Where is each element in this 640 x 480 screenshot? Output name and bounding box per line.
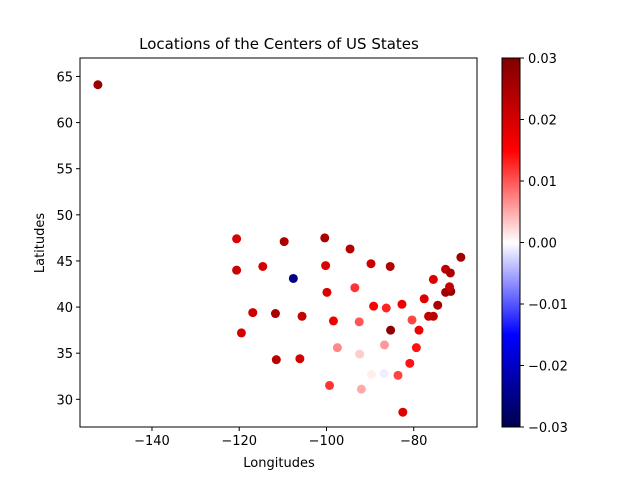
x-tick-label: −80: [400, 434, 427, 449]
data-point: [379, 368, 389, 378]
data-point: [270, 309, 280, 319]
data-point: [328, 316, 338, 326]
data-point: [297, 311, 307, 321]
colorbar-ticks: 0.03 0.02 0.01 0.00 −0.01 −0.02 −0.03: [520, 52, 568, 436]
colorbar-tick-label: 0.01: [528, 175, 557, 190]
y-tick-label: 45: [56, 255, 73, 270]
y-tick-label: 50: [56, 209, 73, 224]
x-tick-label: −100: [309, 434, 345, 449]
colorbar-tick-label: 0.00: [528, 237, 557, 252]
colorbar: [501, 57, 521, 428]
colorbar-tick-label: 0.03: [528, 52, 557, 67]
data-point: [407, 315, 417, 325]
data-point: [366, 369, 376, 379]
data-point: [445, 268, 455, 278]
data-point: [322, 287, 332, 297]
x-tick-label: −140: [134, 434, 170, 449]
data-point: [433, 300, 443, 310]
data-point: [366, 259, 376, 269]
data-points: [93, 80, 466, 417]
y-axis-label: Latitudes: [33, 213, 48, 274]
data-point: [369, 301, 379, 311]
data-point: [386, 325, 396, 335]
data-point: [325, 380, 335, 390]
colorbar-tick-label: 0.02: [528, 114, 557, 129]
data-point: [456, 252, 466, 262]
plot-area: [80, 58, 477, 427]
data-point: [258, 261, 268, 271]
data-point: [288, 273, 298, 283]
data-point: [380, 340, 390, 350]
y-tick-label: 35: [56, 347, 73, 362]
data-point: [350, 283, 360, 293]
y-tick-label: 60: [56, 117, 73, 132]
data-point: [445, 282, 455, 292]
x-axis-ticks: −140 −120 −100 −80: [134, 427, 427, 449]
x-axis-label: Longitudes: [243, 456, 315, 471]
y-axis-ticks: 30 35 40 45 50 55 60 65: [56, 70, 80, 408]
data-point: [236, 328, 246, 338]
data-point: [248, 308, 258, 318]
y-tick-label: 65: [56, 70, 73, 85]
data-point: [393, 370, 403, 380]
data-point: [428, 274, 438, 284]
data-point: [385, 261, 395, 271]
colorbar-tick-label: −0.02: [528, 360, 568, 375]
data-point: [232, 234, 242, 244]
data-point: [355, 349, 365, 359]
y-tick-label: 30: [56, 393, 73, 408]
data-point: [428, 311, 438, 321]
plot-frame: [79, 57, 478, 428]
data-point: [295, 354, 305, 364]
data-point: [381, 303, 391, 313]
data-point: [271, 355, 281, 365]
data-point: [332, 343, 342, 353]
y-tick-label: 40: [56, 301, 73, 316]
data-point: [321, 261, 331, 271]
colorbar-tick-label: −0.03: [528, 421, 568, 436]
data-point: [356, 384, 366, 394]
x-tick-label: −120: [221, 434, 257, 449]
data-point: [411, 343, 421, 353]
data-point: [279, 237, 289, 247]
chart-title: Locations of the Centers of US States: [139, 35, 419, 53]
data-point: [398, 407, 408, 417]
data-point: [419, 294, 429, 304]
data-point: [93, 80, 103, 90]
data-point: [320, 233, 330, 243]
data-point: [354, 317, 364, 327]
data-point: [414, 325, 424, 335]
y-tick-label: 55: [56, 163, 73, 178]
data-point: [397, 299, 407, 309]
data-point: [345, 244, 355, 254]
data-point: [405, 358, 415, 368]
colorbar-tick-label: −0.01: [528, 298, 568, 313]
data-point: [232, 265, 242, 275]
